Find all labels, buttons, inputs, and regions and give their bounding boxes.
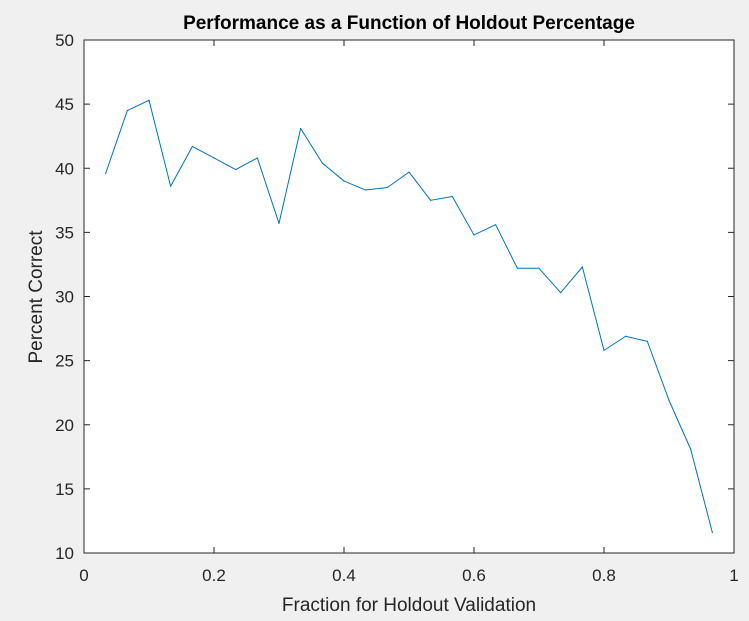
x-tick-label: 0.4 bbox=[332, 566, 356, 585]
axes-box bbox=[83, 39, 735, 554]
y-tick-label: 45 bbox=[55, 95, 74, 114]
data-point bbox=[560, 292, 562, 294]
y-tick-label: 15 bbox=[55, 480, 74, 499]
data-point bbox=[386, 186, 388, 189]
data-point bbox=[213, 157, 215, 159]
y-axis-label: Percent Correct bbox=[26, 230, 47, 364]
data-point bbox=[278, 222, 280, 224]
x-tick-label: 0.8 bbox=[592, 566, 616, 585]
data-point bbox=[451, 195, 453, 198]
data-point bbox=[646, 340, 648, 342]
data-point bbox=[191, 145, 193, 148]
chart-title: Performance as a Function of Holdout Per… bbox=[183, 13, 635, 34]
data-point bbox=[408, 171, 410, 173]
data-point bbox=[516, 267, 518, 269]
x-tick-label: 0 bbox=[79, 566, 88, 585]
x-tick-label: 0.6 bbox=[462, 566, 486, 585]
y-tick-label: 20 bbox=[55, 416, 74, 435]
data-point bbox=[170, 185, 172, 187]
data-point bbox=[430, 199, 432, 201]
data-point bbox=[343, 180, 345, 182]
data-point bbox=[625, 335, 627, 337]
y-tick-label: 10 bbox=[55, 544, 74, 563]
x-tick-label: 1 bbox=[729, 566, 738, 585]
data-point bbox=[105, 172, 107, 174]
data-point bbox=[668, 399, 670, 401]
data-point bbox=[256, 157, 258, 159]
x-axis-label: Fraction for Holdout Validation bbox=[282, 595, 536, 616]
data-point bbox=[538, 267, 540, 269]
data-point bbox=[711, 531, 713, 534]
data-point bbox=[148, 99, 150, 101]
y-tick-labels: 10 15 20 25 30 35 40 45 50 bbox=[55, 31, 74, 563]
data-point bbox=[126, 109, 128, 112]
y-tick-label: 30 bbox=[55, 288, 74, 307]
x-tick-label: 0.2 bbox=[202, 566, 226, 585]
plot-area bbox=[84, 40, 734, 553]
data-point bbox=[690, 448, 692, 450]
data-series bbox=[105, 99, 713, 534]
data-point bbox=[365, 189, 367, 191]
data-point bbox=[581, 266, 583, 268]
y-tick-label: 50 bbox=[55, 31, 74, 50]
y-tick-label: 40 bbox=[55, 159, 74, 178]
data-point bbox=[473, 234, 475, 236]
data-point bbox=[603, 349, 605, 351]
y-tick-label: 25 bbox=[55, 352, 74, 371]
data-point bbox=[495, 224, 497, 226]
y-tick-label: 35 bbox=[55, 223, 74, 242]
data-point bbox=[235, 168, 237, 171]
x-tick-labels: 0 0.2 0.4 0.6 0.8 1 bbox=[79, 566, 738, 585]
data-point bbox=[300, 127, 302, 130]
data-point bbox=[321, 162, 323, 164]
